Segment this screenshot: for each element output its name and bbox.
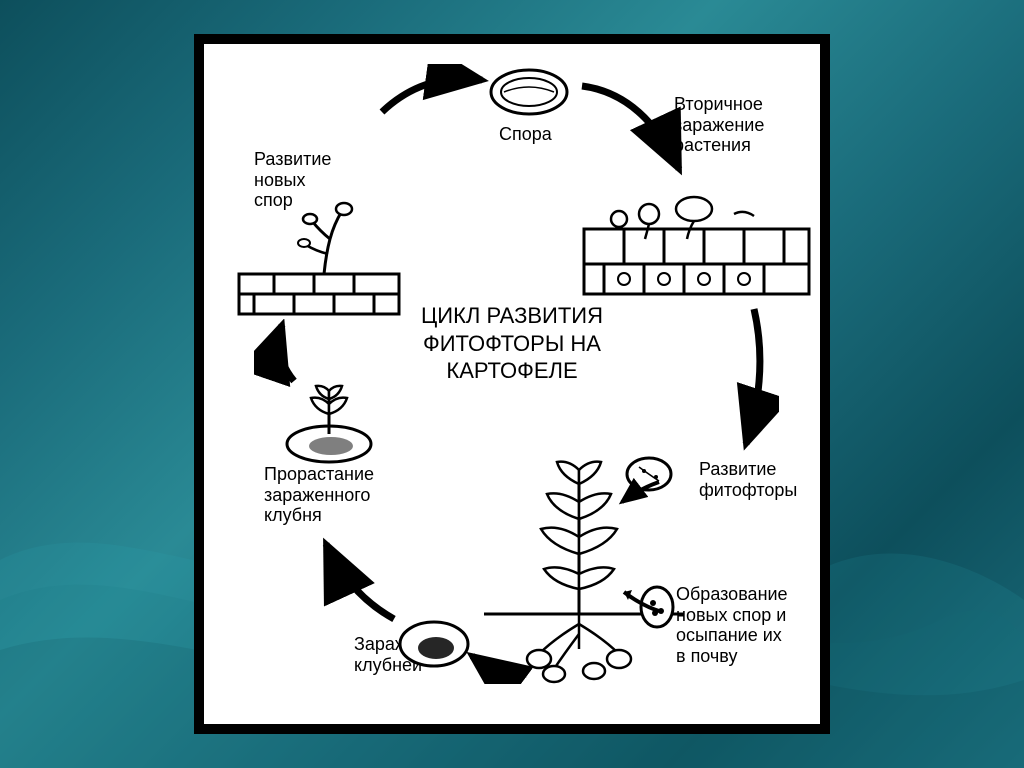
- arrow-germinate-to-spores2: [254, 319, 314, 389]
- diagram-title: ЦИКЛ РАЗВИТИЯ ФИТОФТОРЫ НА КАРТОФЕЛЕ: [382, 302, 642, 385]
- small-arrow-spore: [614, 584, 669, 619]
- arrow-plant-to-tuber: [464, 644, 534, 684]
- secondary-infection-illustration: [579, 184, 814, 304]
- arrow-spore-to-secondary: [574, 74, 694, 184]
- arrow-spores2-to-spore: [374, 64, 494, 124]
- arrow-tuber-to-germinate: [314, 534, 409, 629]
- label-dev-phyto: Развитиефитофторы: [699, 459, 797, 500]
- label-new-spores: Образованиеновых спор иосыпание ихв почв…: [676, 584, 788, 667]
- arrow-secondary-to-dev: [724, 304, 779, 454]
- small-arrow-leaf: [614, 474, 664, 514]
- developing-spores-illustration: [234, 199, 404, 319]
- cycle-diagram: ЦИКЛ РАЗВИТИЯ ФИТОФТОРЫ НА КАРТОФЕЛЕ Спо…: [194, 34, 830, 734]
- spore-illustration: [484, 64, 574, 119]
- label-spore: Спора: [499, 124, 552, 145]
- label-germinate: Прорастаниезараженногоклубня: [264, 464, 374, 526]
